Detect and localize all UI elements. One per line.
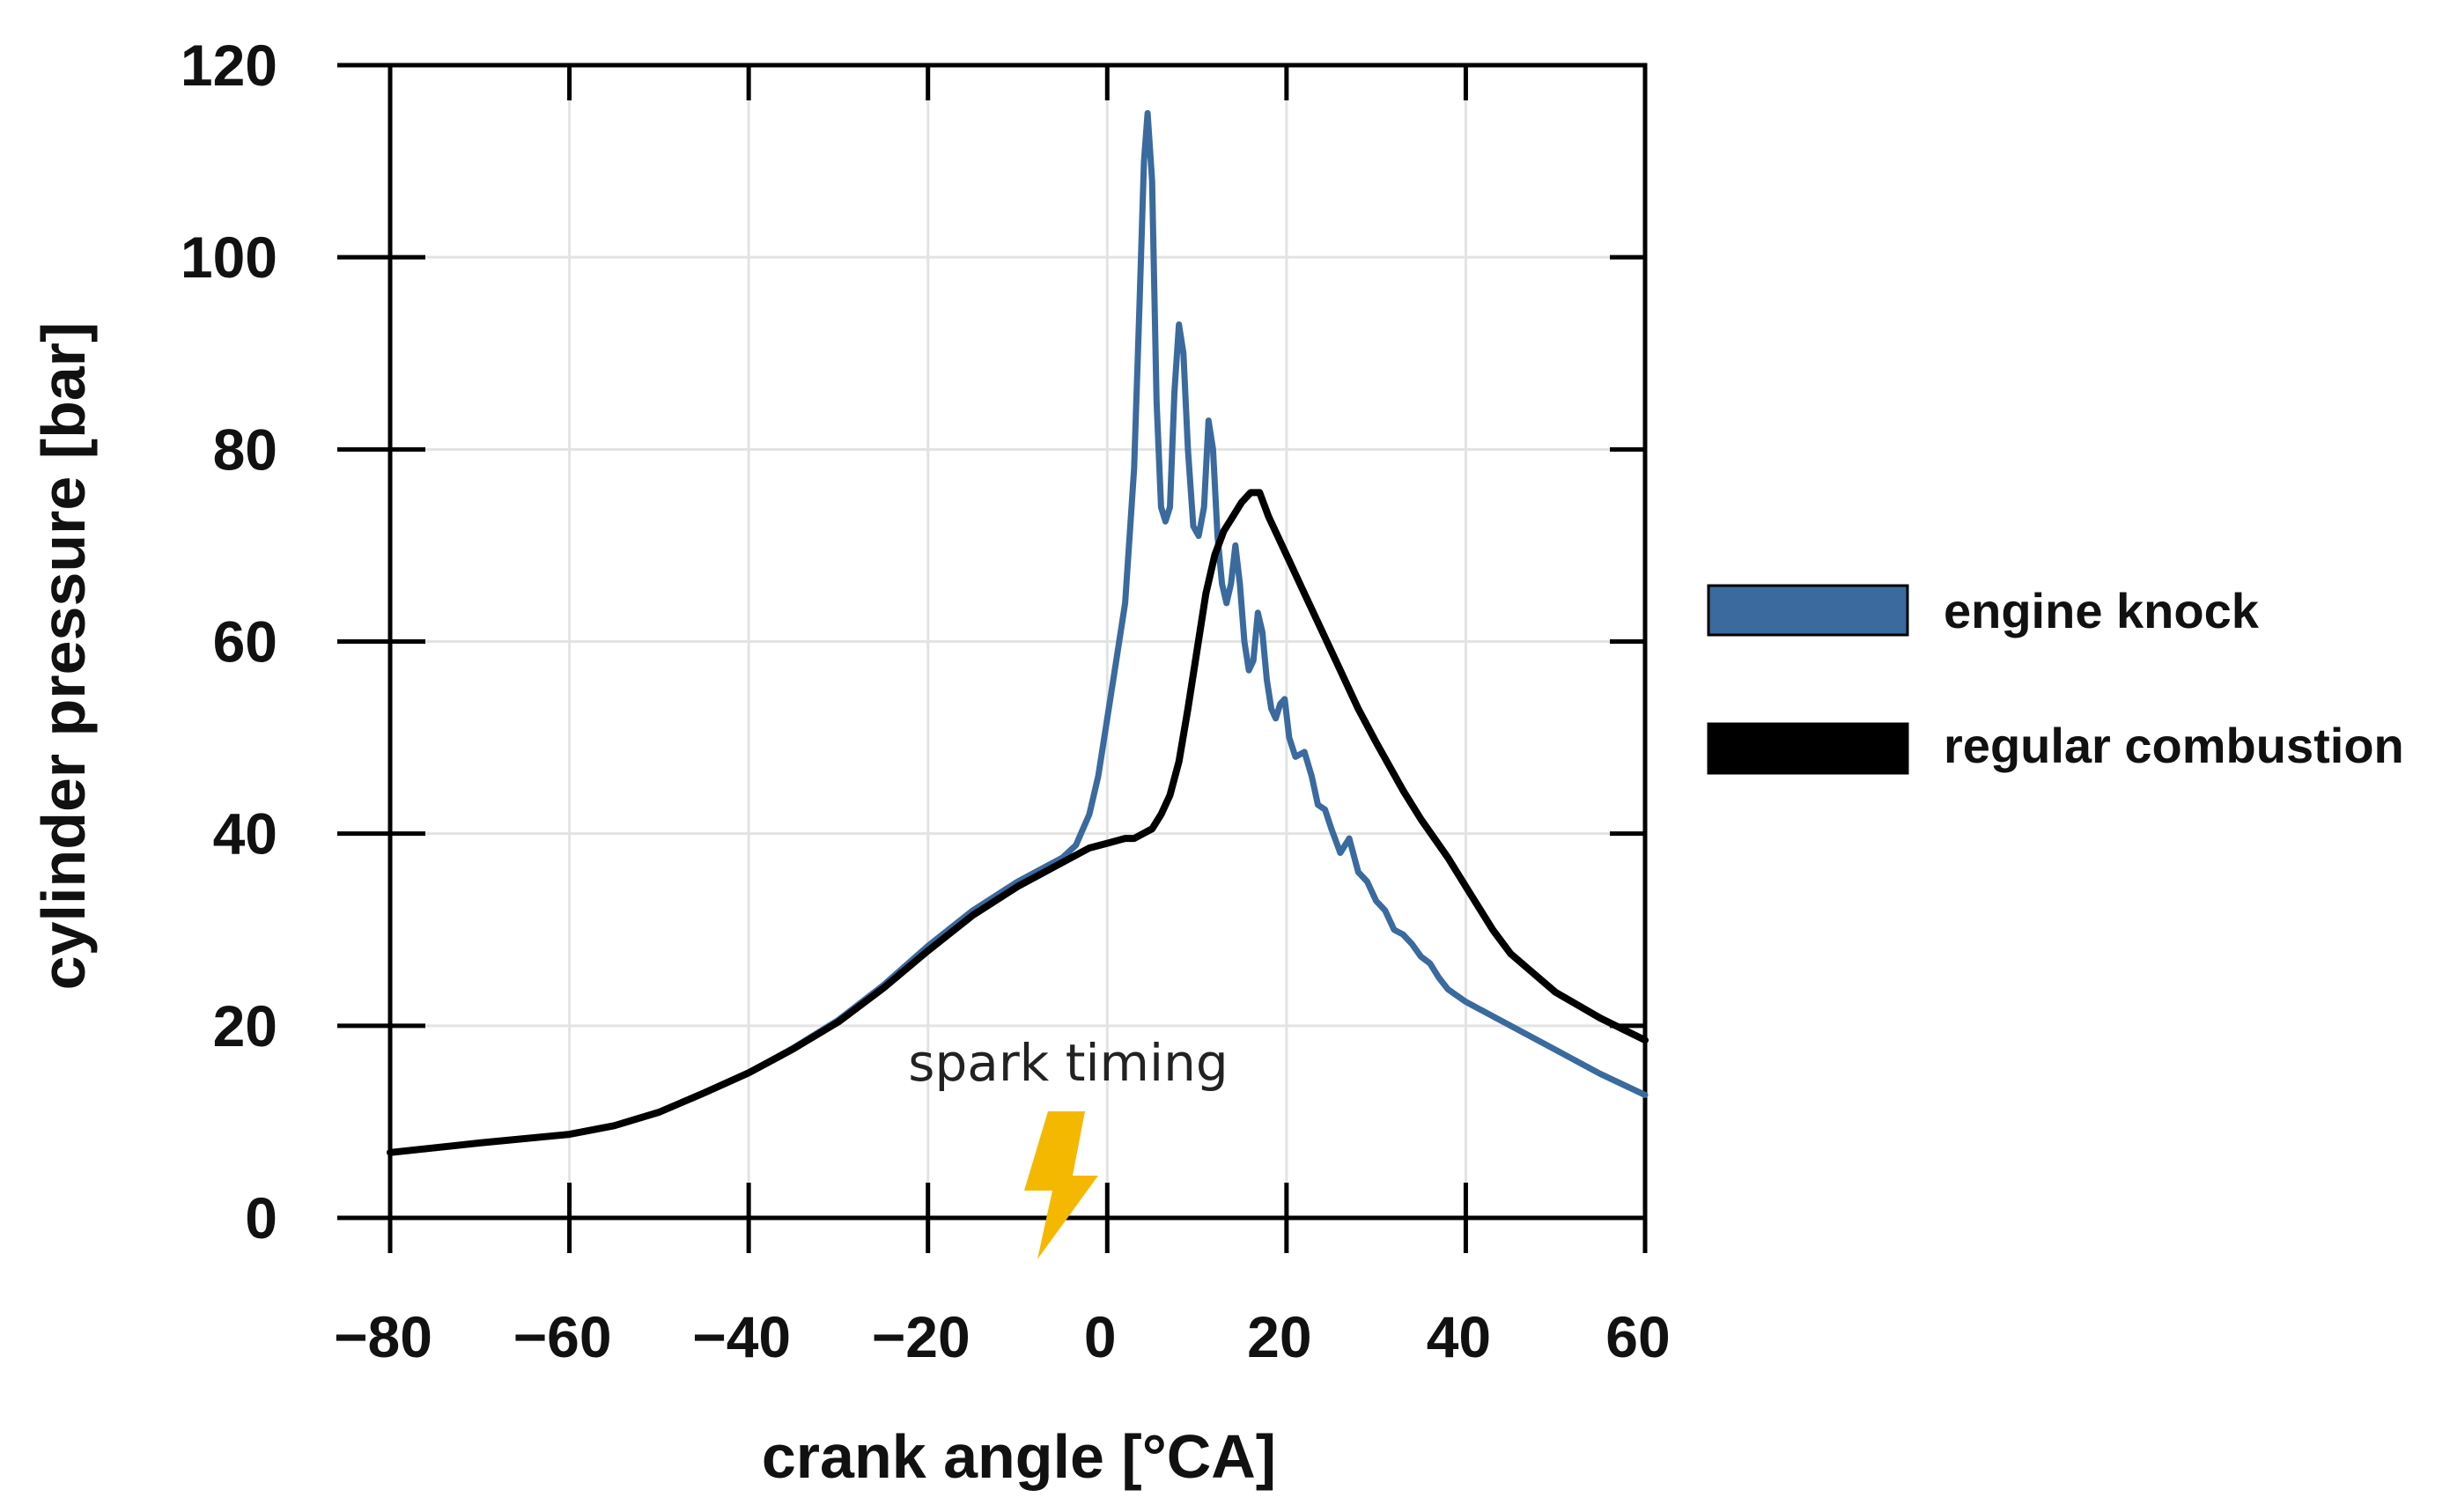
y-tick-label: 120: [181, 33, 277, 98]
series-line-regular-combustion: [387, 489, 1649, 1156]
x-tick-label: 40: [1427, 1304, 1491, 1369]
y-tick-label: 0: [245, 1185, 277, 1250]
y-tick-label: 80: [213, 417, 277, 482]
legend-label-engine-knock: engine knock: [1944, 583, 2260, 638]
y-tick-label: 40: [213, 801, 277, 867]
spark-timing-annotation: spark timing: [908, 1033, 1229, 1093]
x-tick-label: −80: [334, 1304, 432, 1369]
grid: [390, 65, 1645, 1218]
ticks: 0 20 40 60 80 100 120 −80 −60 −40 −20 0 20 40 60: [181, 33, 1671, 1369]
y-tick-label: 20: [213, 993, 277, 1058]
series-group: [387, 110, 1649, 1156]
x-tick-label: −60: [513, 1304, 612, 1369]
legend-label-regular-combustion: regular combustion: [1944, 718, 2404, 773]
legend-swatch-engine-knock: [1707, 584, 1909, 637]
x-tick-label: 20: [1247, 1304, 1311, 1369]
series-line-engine-knock: [387, 110, 1649, 1156]
x-tick-label: −40: [692, 1304, 791, 1369]
y-tick-label: 100: [181, 225, 277, 290]
legend: engine knock regular combustion: [1707, 583, 2404, 775]
x-tick-label: −20: [872, 1304, 970, 1369]
y-axis-title: cylinder pressure [bar]: [29, 322, 98, 991]
x-tick-label: 0: [1084, 1304, 1117, 1369]
y-tick-label: 60: [213, 609, 277, 675]
x-axis-title: crank angle [°CA]: [762, 1422, 1276, 1491]
legend-swatch-regular-combustion: [1707, 722, 1909, 775]
x-tick-label: 60: [1605, 1304, 1670, 1369]
lightning-bolt-icon: [1024, 1111, 1098, 1259]
